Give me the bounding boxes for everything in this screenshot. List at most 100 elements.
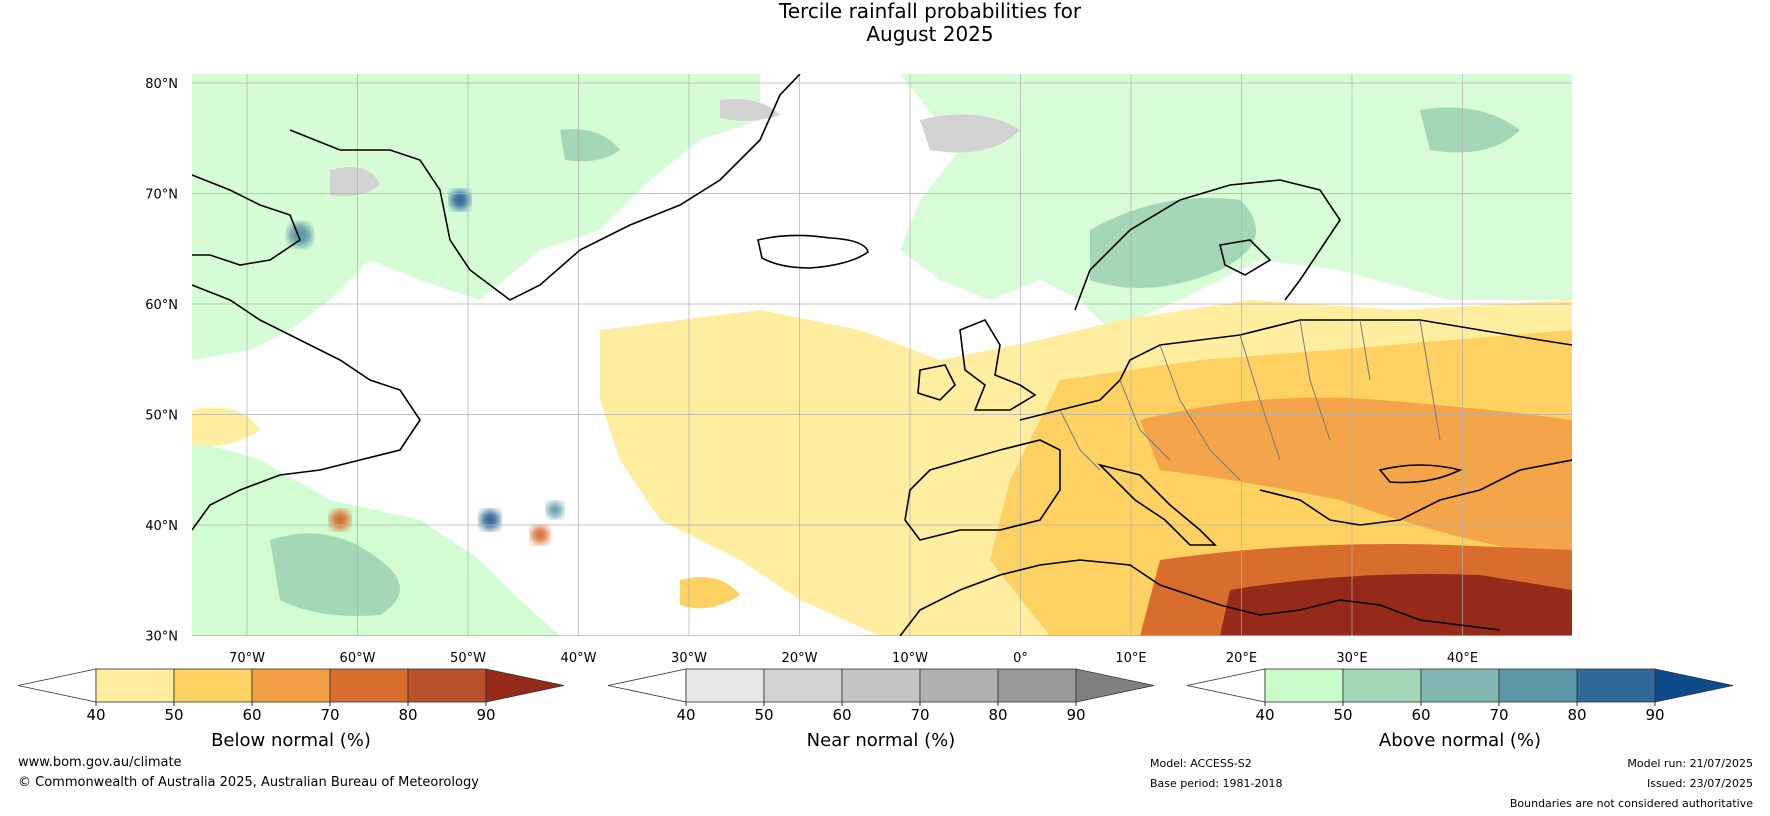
colorbar-tick-label: 80 [398, 706, 417, 724]
lon-label: 70°W [229, 651, 265, 666]
border-lines [1059, 319, 1441, 481]
colorbar-segment [997, 668, 1077, 703]
colorbar-segment [919, 668, 999, 703]
coastline-baffin [192, 174, 301, 266]
colorbar-tick-label: 80 [988, 706, 1007, 724]
below-normal-area [1140, 397, 1572, 560]
colorbar-tick-label: 40 [676, 706, 695, 724]
above-normal-area [288, 223, 312, 247]
colorbar: 40 50 60 70 80 90 Below normal (%) [17, 668, 565, 751]
colorbar-tick-label: 50 [754, 706, 773, 724]
base-period-text: Base period: 1981-2018 [1150, 777, 1283, 790]
colorbar-extend-low [1186, 668, 1266, 703]
colorbar-tick-label: 60 [1411, 706, 1430, 724]
lon-label: 20°E [1226, 651, 1257, 666]
colorbar-segment [685, 668, 765, 703]
issued-text: Issued: 23/07/2025 [1646, 777, 1753, 790]
colorbar-tick-label: 40 [1255, 706, 1274, 724]
colorbar-label: Below normal (%) [211, 730, 371, 751]
map-panel [192, 74, 1572, 636]
lat-label: 30°N [145, 630, 178, 645]
colorbar-segment [1342, 668, 1422, 703]
below-normal-area [192, 407, 260, 446]
colorbar-tick-label: 70 [320, 706, 339, 724]
below-normal-area [1220, 574, 1572, 636]
title-line-1: Tercile rainfall probabilities for [778, 0, 1082, 23]
title-line-2: August 2025 [866, 22, 994, 46]
near-normal-area [720, 99, 780, 121]
lon-label: 30°W [671, 651, 707, 666]
near-normal-area [330, 167, 380, 197]
longitude-labels: 70°W 60°W 50°W 40°W 30°W 20°W 10°W 0° 10°E 20°E 30… [229, 651, 1478, 666]
colorbar-segment [1498, 668, 1578, 703]
below-normal-area [531, 526, 549, 544]
coastline-black-sea-inner [1378, 464, 1463, 484]
above-normal-area [480, 510, 500, 530]
coastline-ireland [917, 364, 956, 401]
colorbar-extend-high [485, 668, 565, 703]
colorbar-extend-low [607, 668, 687, 703]
near-normal-area [920, 114, 1020, 153]
lon-label: 40°W [561, 651, 597, 666]
colorbar-segment [173, 668, 253, 703]
coastline-greenland [289, 74, 801, 301]
colorbar-segment [407, 668, 487, 703]
colorbar-segment [329, 668, 409, 703]
lat-label: 80°N [145, 77, 178, 92]
above-normal-area [547, 502, 563, 518]
colorbar-segment [763, 668, 843, 703]
colorbar-tick-label: 50 [1333, 706, 1352, 724]
colorbar-label: Near normal (%) [807, 730, 956, 751]
colorbar-segment [1264, 668, 1344, 703]
lat-label: 40°N [145, 519, 178, 534]
above-normal-area [1090, 198, 1256, 288]
colorbar: 40 50 60 70 80 90 Above normal (%) [1186, 668, 1734, 751]
coastline-north-africa [899, 559, 1501, 636]
lon-label: 10°W [892, 651, 928, 666]
colorbar-tick-label: 60 [832, 706, 851, 724]
colorbar-tick-label: 90 [1645, 706, 1664, 724]
coastline-canada [192, 284, 421, 531]
probability-field [192, 74, 1572, 636]
lon-label: 40°E [1447, 651, 1478, 666]
lat-label: 50°N [145, 409, 178, 424]
above-normal-area [450, 190, 470, 210]
colorbar-extend-low [17, 668, 97, 703]
colorbar-tick-label: 90 [476, 706, 495, 724]
website-text: www.bom.gov.au/climate [18, 755, 182, 770]
coastline-iceland [757, 234, 869, 269]
colorbar-extend-high [1654, 668, 1734, 703]
colorbar-tick-label: 70 [1489, 706, 1508, 724]
colorbar-tick-label: 50 [164, 706, 183, 724]
colorbar-tick-label: 90 [1066, 706, 1085, 724]
below-normal-area [330, 510, 350, 530]
copyright-text: © Commonwealth of Australia 2025, Austra… [18, 775, 479, 790]
colorbar-tick-label: 80 [1567, 706, 1586, 724]
colorbar-segment [251, 668, 331, 703]
coastline-north-europe [1019, 319, 1572, 421]
colorbar-label: Above normal (%) [1379, 730, 1541, 751]
lon-label: 60°W [340, 651, 376, 666]
colorbar-tick-label: 40 [86, 706, 105, 724]
latitude-labels: 80°N 70°N 60°N 50°N 40°N 30°N [145, 77, 178, 645]
model-text: Model: ACCESS-S2 [1150, 757, 1252, 770]
coastline-gulf-bothnia [1219, 239, 1272, 276]
coastline-scandinavia [1074, 179, 1341, 311]
chart-title: Tercile rainfall probabilities for Augus… [0, 0, 1770, 46]
above-normal-area [1420, 107, 1520, 153]
colorbar-segment [1576, 668, 1656, 703]
coastline-iberia [904, 439, 1061, 541]
lat-label: 70°N [145, 188, 178, 203]
lon-label: 0° [1013, 651, 1028, 666]
coastlines [192, 74, 1572, 636]
colorbars: 40 50 60 70 80 90 Below normal (%) 40 50 60 70 80 90… [17, 668, 1734, 751]
lon-label: 20°W [782, 651, 818, 666]
coastline-black-sea [1259, 459, 1572, 526]
colorbar-segment [95, 668, 175, 703]
above-normal-area [192, 74, 760, 360]
coastline-italy [1097, 463, 1217, 546]
colorbar: 40 50 60 70 80 90 Near normal (%) [607, 668, 1155, 751]
above-normal-area [560, 129, 620, 162]
colorbar-segment [841, 668, 921, 703]
lon-label: 10°E [1115, 651, 1146, 666]
